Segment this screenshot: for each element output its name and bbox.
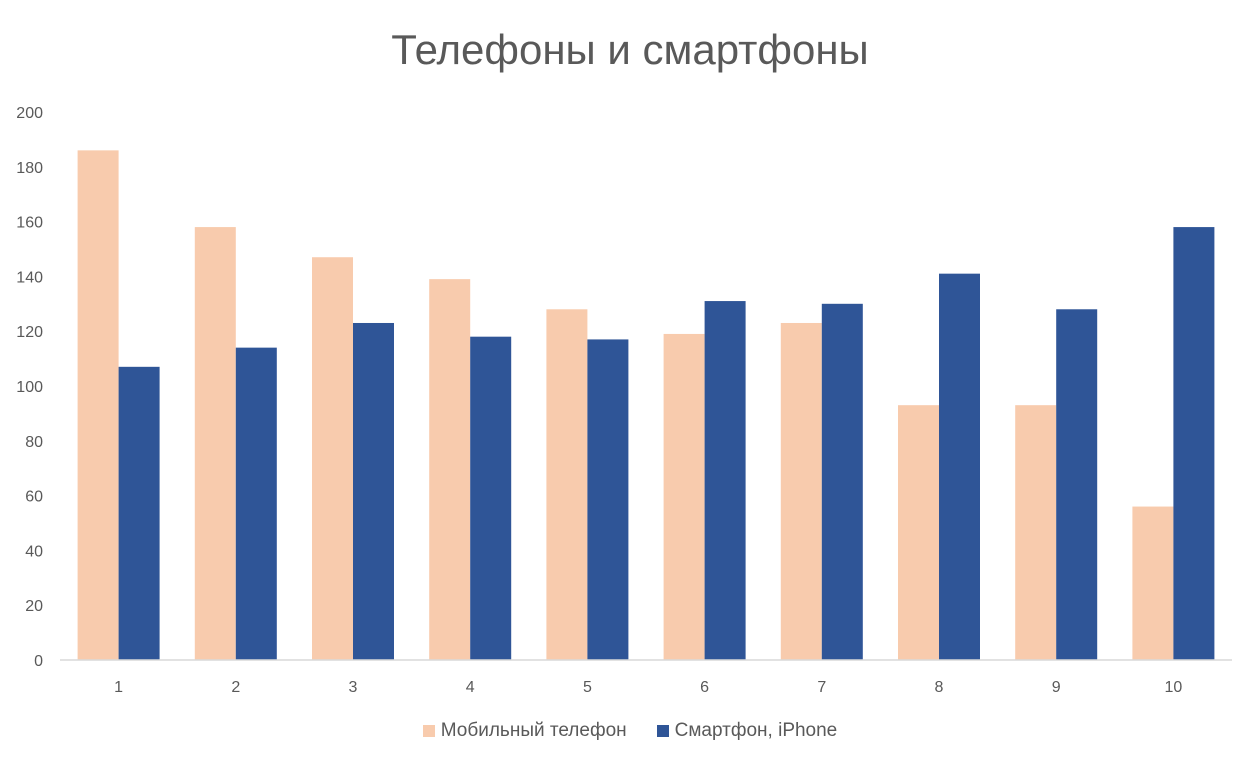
bar-smartphone [587, 339, 629, 660]
y-tick-label: 180 [16, 160, 43, 177]
bar-smartphone [1056, 309, 1098, 660]
bar-smartphone [704, 301, 746, 660]
bar-mobile [780, 322, 822, 660]
x-tick-label: 2 [231, 679, 240, 696]
x-tick-label: 8 [935, 679, 944, 696]
x-axis-ticks: 1 2 3 4 5 6 7 8 9 10 [114, 679, 1182, 696]
bar-smartphone [1173, 227, 1215, 660]
bar-smartphone [353, 322, 394, 660]
bar-mobile [1015, 405, 1057, 660]
x-tick-label: 10 [1165, 679, 1183, 696]
x-tick-label: 5 [583, 679, 592, 696]
bar-mobile [429, 279, 471, 660]
bar-mobile [898, 405, 939, 660]
x-tick-label: 7 [817, 679, 826, 696]
bars [77, 150, 1215, 661]
bar-mobile [1132, 506, 1174, 660]
legend-swatch-smartphone [656, 725, 669, 737]
y-tick-label: 0 [34, 653, 43, 670]
bar-smartphone [235, 347, 277, 660]
bar-mobile [546, 309, 588, 660]
bar-smartphone [939, 273, 980, 660]
bar-smartphone [821, 303, 863, 660]
x-tick-label: 6 [700, 679, 709, 696]
y-tick-label: 60 [25, 489, 43, 506]
y-tick-label: 100 [16, 379, 43, 396]
bar-mobile [194, 227, 236, 660]
x-tick-label: 4 [466, 679, 475, 696]
legend-label-smartphone: Смартфон, iPhone [674, 720, 838, 741]
y-tick-label: 160 [16, 215, 43, 232]
legend-item-mobile: Мобильный телефон [422, 720, 627, 742]
x-tick-label: 9 [1052, 679, 1061, 696]
legend-label-mobile: Мобильный телефон [440, 720, 627, 741]
chart-title: Телефоны и смартфоны [391, 26, 869, 73]
x-tick-label: 1 [114, 679, 123, 696]
bar-mobile [312, 257, 353, 660]
bar-smartphone [118, 366, 160, 660]
bar-smartphone [470, 336, 512, 660]
y-tick-label: 80 [25, 434, 43, 451]
bar-mobile [77, 150, 119, 661]
y-tick-label: 40 [25, 543, 43, 560]
bar-mobile [663, 333, 705, 660]
legend-item-smartphone: Смартфон, iPhone [656, 720, 838, 742]
y-tick-label: 200 [16, 105, 43, 122]
y-tick-label: 20 [25, 598, 43, 615]
y-axis-ticks: 0 20 40 60 80 100 120 140 160 180 200 [16, 105, 43, 670]
y-tick-label: 140 [16, 269, 43, 286]
legend-swatch-mobile [422, 725, 435, 737]
legend: Мобильный телефон Смартфон, iPhone [0, 720, 1260, 742]
y-tick-label: 120 [16, 324, 43, 341]
x-tick-label: 3 [349, 679, 358, 696]
